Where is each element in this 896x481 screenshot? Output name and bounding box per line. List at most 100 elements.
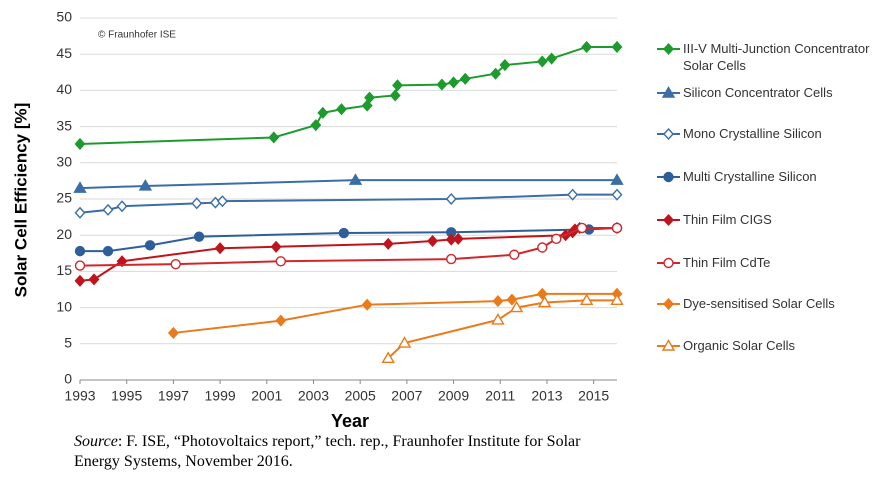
marker [446, 253, 457, 265]
marker [576, 222, 588, 234]
marker [536, 55, 548, 68]
y-tick-label: 50 [56, 9, 72, 25]
marker [537, 295, 552, 308]
y-tick-label: 0 [64, 371, 72, 387]
y-tick-label: 5 [64, 335, 72, 351]
marker [389, 89, 401, 102]
source-label: Source [74, 433, 118, 450]
x-tick-label: 2011 [485, 388, 515, 404]
x-tick-label: 1997 [158, 388, 189, 404]
legend-marker [663, 127, 674, 141]
marker [492, 295, 504, 308]
marker [74, 260, 86, 271]
x-tick-label: 2015 [578, 388, 609, 404]
marker [116, 200, 128, 213]
marker [144, 240, 156, 251]
marker [336, 103, 347, 116]
x-tick-label: 1995 [111, 388, 142, 404]
marker [268, 131, 280, 144]
marker [581, 40, 593, 54]
legend-label: Thin Film CdTe [683, 255, 771, 270]
marker [193, 231, 205, 242]
marker [102, 203, 114, 216]
marker [537, 242, 548, 253]
marker [551, 233, 562, 245]
marker [611, 222, 623, 234]
x-axis-label: Year [331, 411, 369, 430]
y-tick-label: 35 [56, 117, 72, 133]
marker [610, 293, 624, 306]
legend-label: Organic Solar Cells [683, 338, 795, 353]
legend-marker [663, 171, 674, 183]
legend-label: Thin Film CIGS [683, 212, 772, 227]
marker [317, 106, 329, 119]
marker [491, 313, 505, 325]
marker [611, 40, 623, 54]
marker [364, 91, 375, 104]
marker [546, 52, 558, 65]
marker [310, 119, 322, 132]
marker [170, 258, 181, 270]
x-tick-label: 2003 [298, 388, 329, 404]
legend-marker [661, 339, 676, 351]
marker [610, 173, 624, 185]
marker [392, 79, 403, 92]
marker [579, 293, 594, 306]
legend-label: Dye-sensitised Solar Cells [683, 296, 835, 311]
series-line [79, 179, 617, 190]
legend-label: Silicon Concentrator Cells [683, 85, 833, 100]
legend-label: Mono Crystalline Silicon [683, 126, 822, 141]
x-tick-label: 2001 [251, 388, 282, 404]
y-tick-label: 30 [56, 154, 72, 170]
legend-label: Multi Crystalline Silicon [683, 169, 817, 184]
marker [427, 234, 438, 248]
x-tick-label: 2007 [391, 388, 422, 404]
chart: © Fraunhofer ISE Solar Cell Efficiency [… [11, 9, 680, 430]
marker [348, 173, 363, 185]
marker [506, 293, 518, 306]
marker [459, 72, 471, 85]
x-tick-label: 2009 [438, 388, 469, 404]
marker [611, 188, 623, 201]
marker [448, 76, 460, 89]
marker [191, 197, 203, 210]
marker [138, 179, 153, 191]
x-tick-label: 1999 [205, 388, 236, 404]
marker [381, 351, 395, 363]
marker [275, 256, 286, 267]
marker [445, 192, 457, 206]
marker [338, 227, 350, 239]
legend-marker [661, 86, 676, 98]
marker [88, 273, 100, 286]
series-line [79, 226, 617, 282]
y-tick-label: 10 [56, 298, 72, 314]
x-tick-label: 2013 [531, 388, 562, 404]
source-note: Source: F. ISE, “Photovoltaics report,” … [74, 432, 614, 472]
marker [74, 245, 86, 257]
x-tick-label: 1993 [64, 388, 95, 404]
marker [499, 59, 511, 72]
marker [216, 195, 228, 208]
marker [361, 298, 373, 311]
series-line [387, 299, 617, 360]
legend-label: III-V Multi-Junction Concentrator Solar … [683, 41, 870, 73]
marker [567, 188, 579, 201]
series-line [173, 292, 617, 334]
legend-marker [663, 213, 674, 227]
marker [452, 232, 464, 245]
legend-marker [663, 257, 674, 269]
marker [74, 274, 86, 287]
y-tick-label: 20 [56, 226, 72, 242]
y-axis-label: Solar Cell Efficiency [%] [11, 103, 30, 298]
copyright: © Fraunhofer ISE [98, 30, 176, 41]
x-tick-label: 2005 [345, 388, 376, 404]
marker [397, 336, 412, 348]
marker [167, 326, 179, 339]
marker [509, 300, 524, 313]
marker [509, 249, 520, 260]
marker [73, 181, 87, 193]
legend-marker [663, 297, 674, 311]
marker [536, 287, 548, 300]
marker [490, 67, 502, 80]
